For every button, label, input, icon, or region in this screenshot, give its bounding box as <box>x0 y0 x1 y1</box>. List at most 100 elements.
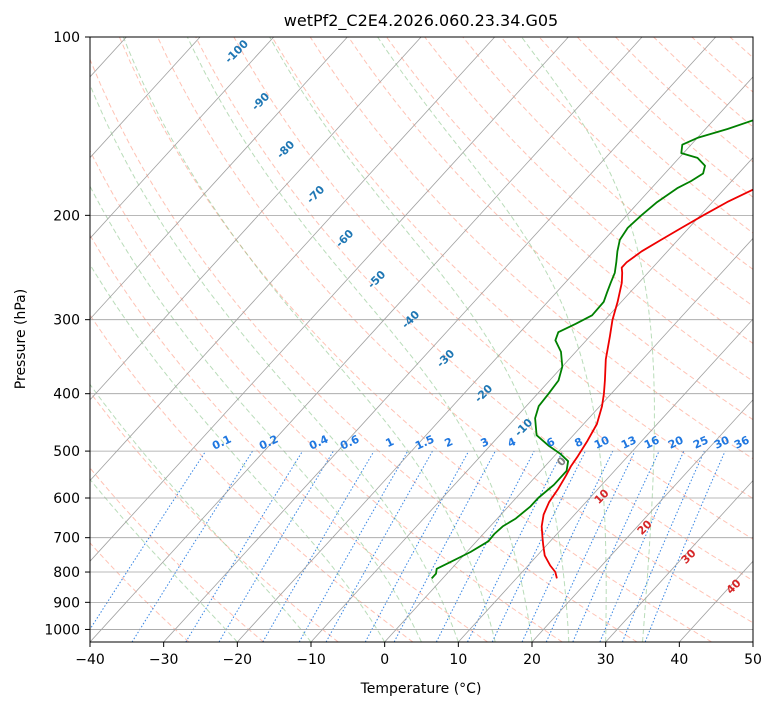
x-tick-label: 30 <box>597 652 615 668</box>
isotherm-line <box>458 318 753 642</box>
moist-adiabat-line <box>90 83 459 642</box>
dry-adiabat-label: -20 <box>472 382 495 405</box>
dry-adiabat-line <box>538 37 753 234</box>
moist-adiabat-line <box>521 37 655 642</box>
dry-adiabat-line <box>195 37 753 582</box>
mixing-ratio-line <box>644 450 726 642</box>
y-axis-ticks: 100 200 300 400 500 600 700 800 900 1000 <box>44 30 90 638</box>
dry-adiabat-line <box>90 149 563 642</box>
mixing-ratio-line <box>218 450 334 642</box>
y-tick-label: 200 <box>53 208 80 224</box>
y-tick-label: 300 <box>53 313 80 329</box>
dry-adiabat-line <box>462 37 753 307</box>
x-axis-label: Temperature (°C) <box>360 681 482 697</box>
dry-adiabat-line <box>157 37 753 624</box>
dry-adiabat-label: 10 <box>592 486 612 506</box>
x-tick-label: −20 <box>223 652 253 668</box>
mixing-ratio-label: 0.2 <box>257 433 280 453</box>
mixing-ratio-line <box>262 450 375 642</box>
moist-adiabat-line <box>186 37 533 642</box>
isotherm-line <box>531 399 753 642</box>
x-tick-label: 50 <box>744 652 762 668</box>
mixing-ratio-line <box>572 450 660 642</box>
y-tick-label: 1000 <box>44 622 80 638</box>
mixing-ratio-label: 0.1 <box>210 433 233 453</box>
mixing-ratio-line <box>185 450 304 642</box>
dry-adiabat-line <box>424 37 753 344</box>
dry-adiabat-line <box>729 37 753 59</box>
x-tick-label: 10 <box>449 652 467 668</box>
y-tick-label: 700 <box>53 531 80 547</box>
mixing-ratio-line <box>364 450 470 642</box>
chart-title: wetPf2_C2E4.2026.060.23.34.G05 <box>284 11 558 31</box>
mixing-ratio-label: 20 <box>666 433 686 451</box>
mixing-ratio-line <box>393 450 496 642</box>
x-tick-label: −10 <box>296 652 326 668</box>
y-tick-label: 900 <box>53 595 80 611</box>
dry-adiabat-label: 20 <box>635 517 655 537</box>
isotherm-line <box>90 37 422 401</box>
mixing-ratio-line <box>435 450 535 642</box>
dry-adiabat-line <box>90 58 638 642</box>
mixing-ratio-label: 3 <box>479 435 491 450</box>
mixing-ratio-line <box>90 450 207 631</box>
x-tick-label: 0 <box>380 652 389 668</box>
isotherm-line <box>752 641 753 642</box>
x-axis-ticks: −40 −30 −20 −10 0 10 20 30 40 50 <box>75 642 762 668</box>
dry-adiabat-label: -100 <box>222 37 251 66</box>
temperature-line <box>540 188 753 579</box>
mixing-ratio-label: 10 <box>592 433 612 451</box>
mixing-ratio-label: 36 <box>732 433 752 451</box>
isotherm-line <box>90 37 569 562</box>
mixing-ratio-line <box>467 450 564 642</box>
mixing-ratio-label: 1.5 <box>413 433 436 453</box>
mixing-ratio-label: 25 <box>691 433 710 451</box>
mixing-ratio-label: 4 <box>506 435 519 450</box>
y-tick-label: 100 <box>53 30 80 46</box>
mixing-ratio-line <box>545 450 636 642</box>
plot-frame <box>89 36 754 643</box>
dry-adiabat-label: -80 <box>274 138 297 161</box>
isotherm-line <box>90 37 201 159</box>
dry-adiabat-label: 40 <box>724 576 744 596</box>
dry-adiabat-line <box>309 37 753 460</box>
dry-adiabat-line <box>90 391 339 642</box>
profile-lines <box>431 119 753 580</box>
mixing-ratio-line <box>491 450 586 642</box>
dry-adiabat-label: -60 <box>333 227 356 250</box>
mixing-ratio-label: 0.6 <box>338 432 361 452</box>
background-lines <box>90 37 775 642</box>
dry-adiabat-line <box>576 37 753 198</box>
mixing-ratio-line <box>325 450 433 642</box>
y-tick-label: 800 <box>53 565 80 581</box>
dry-adiabat-line <box>118 37 712 642</box>
isotherm-line <box>384 237 753 642</box>
mixing-ratio-labels: 0.1 0.2 0.4 0.6 1 1.5 2 3 4 6 8 10 13 16 20 25 30 36 <box>210 432 752 452</box>
dry-adiabat-line <box>768 37 775 642</box>
y-tick-label: 600 <box>53 491 80 507</box>
mixing-ratio-line <box>298 450 409 642</box>
mixing-ratio-line <box>621 450 705 642</box>
mixing-ratio-line <box>131 450 254 642</box>
dry-adiabat-label: -40 <box>399 308 422 331</box>
dry-adiabat-line <box>653 37 753 128</box>
isotherm-line <box>90 37 348 320</box>
moist-adiabat-line <box>90 185 422 642</box>
x-tick-label: −30 <box>149 652 179 668</box>
isotherm-line <box>605 479 753 642</box>
isotherm-line <box>310 157 753 642</box>
isotherm-line <box>163 37 717 642</box>
isotherm-line <box>90 37 275 239</box>
y-tick-label: 500 <box>53 444 80 460</box>
isotherm-line <box>90 37 496 482</box>
mixing-ratio-label: 13 <box>619 433 638 451</box>
dry-adiabat-label: -10 <box>512 416 535 439</box>
mixing-ratio-label: 30 <box>712 433 732 451</box>
moist-adiabat-line <box>269 37 570 642</box>
mixing-ratio-label: 1 <box>384 435 396 450</box>
dry-adiabat-line <box>615 37 753 163</box>
dry-adiabat-label: -90 <box>249 90 272 113</box>
mixing-ratio-label: 2 <box>443 435 455 450</box>
